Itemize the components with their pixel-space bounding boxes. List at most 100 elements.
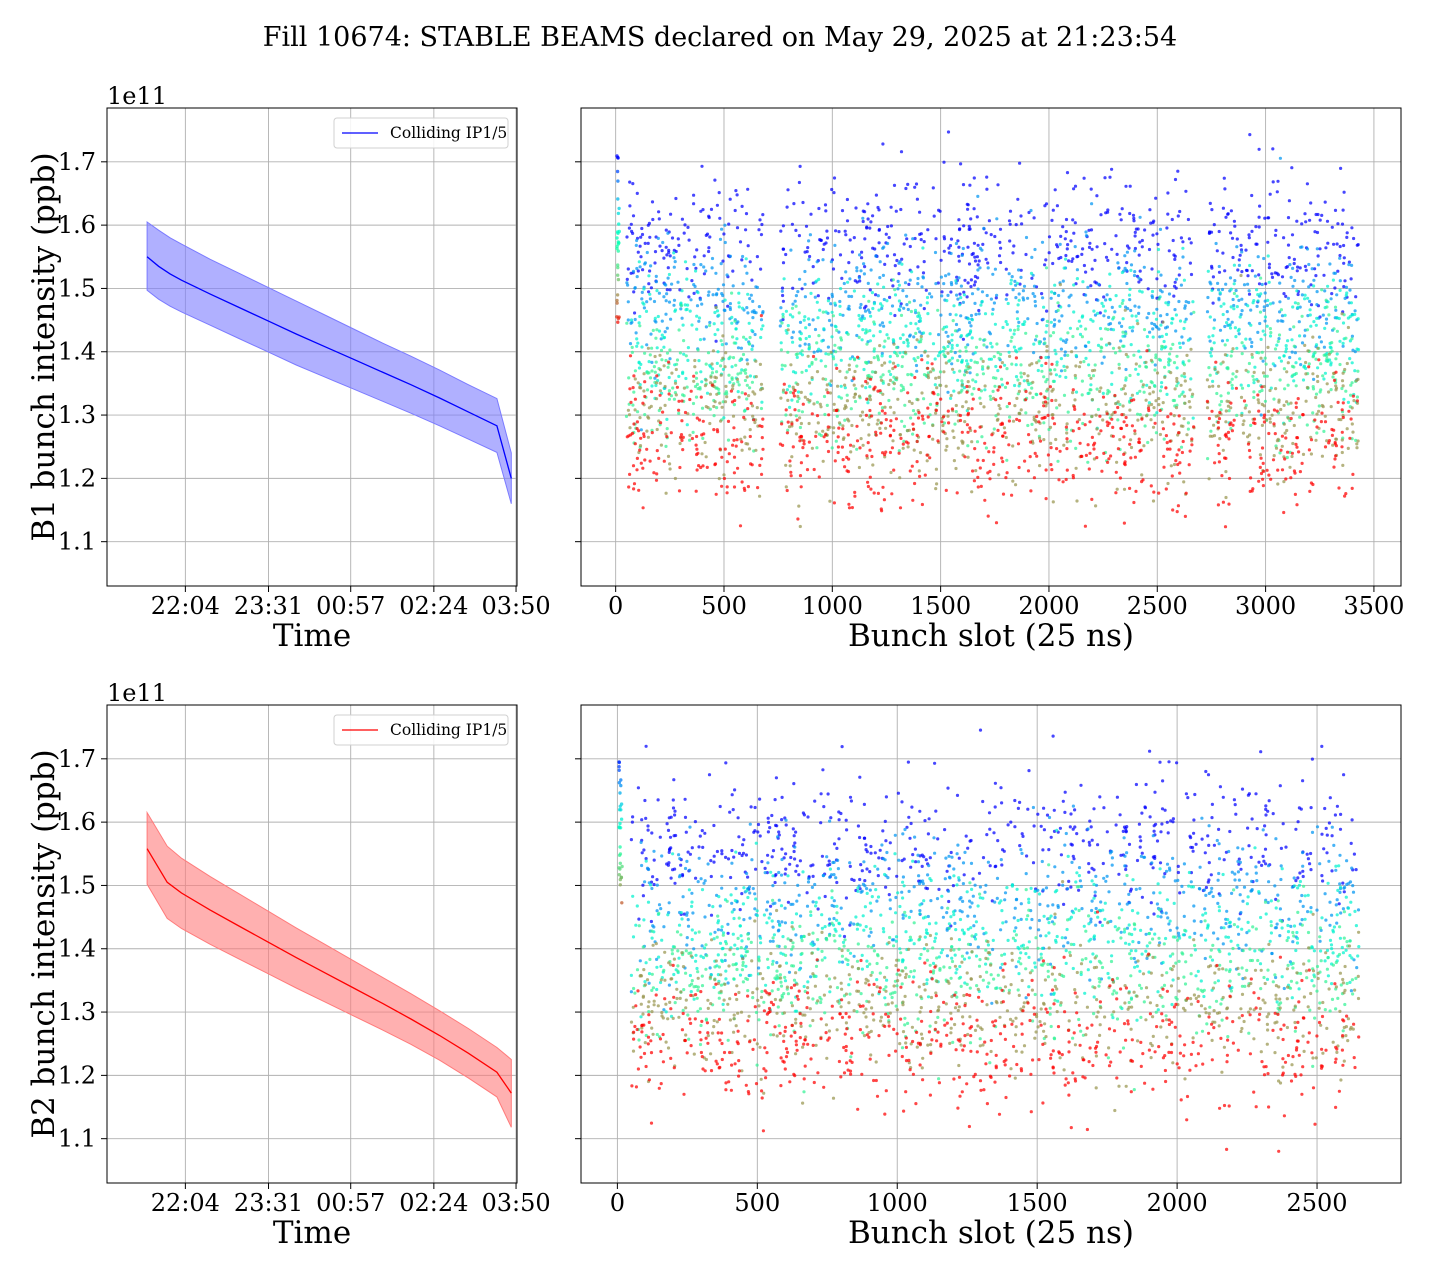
data-point: [1169, 412, 1173, 416]
data-point: [700, 944, 704, 948]
data-point: [1189, 347, 1193, 351]
data-point: [975, 255, 980, 259]
data-point: [1094, 923, 1098, 927]
data-point: [1279, 448, 1283, 452]
data-point: [814, 434, 818, 438]
data-point: [1178, 471, 1182, 475]
data-point: [1276, 893, 1280, 897]
data-point: [948, 312, 952, 316]
data-point: [1329, 405, 1333, 409]
data-point: [866, 376, 870, 380]
data-point: [709, 913, 714, 917]
data-point: [1014, 375, 1019, 379]
data-point: [900, 364, 904, 369]
data-point: [1284, 347, 1288, 351]
data-point: [838, 347, 843, 351]
data-point: [1188, 405, 1192, 409]
data-point: [1059, 369, 1064, 373]
data-point: [1012, 916, 1016, 920]
data-point: [1041, 888, 1045, 892]
data-point: [1082, 412, 1086, 416]
data-point: [813, 799, 817, 803]
data-point: [946, 351, 950, 355]
data-point: [646, 223, 650, 227]
data-point: [1015, 310, 1019, 314]
data-point: [1169, 347, 1173, 351]
data-point: [1325, 833, 1329, 837]
data-point: [1246, 435, 1250, 439]
data-point: [918, 809, 922, 813]
data-point: [1175, 379, 1179, 383]
data-point: [1280, 444, 1284, 448]
data-point: [1014, 356, 1019, 360]
data-point: [694, 266, 698, 270]
data-point: [1148, 749, 1152, 753]
data-point: [1158, 389, 1163, 393]
data-point: [1090, 899, 1094, 903]
data-point: [1193, 792, 1197, 797]
data-point: [641, 401, 645, 405]
data-point: [788, 405, 792, 409]
data-point: [1226, 381, 1230, 385]
data-point: [889, 205, 893, 209]
data-point: [1183, 304, 1187, 308]
data-point: [751, 344, 755, 348]
data-point: [1028, 926, 1032, 930]
data-point: [638, 416, 642, 420]
data-point: [1070, 860, 1074, 865]
x-tick-label: 2000: [1018, 592, 1079, 620]
data-point: [654, 383, 658, 388]
data-point: [898, 433, 902, 437]
data-point: [1093, 258, 1097, 262]
data-point: [1283, 457, 1287, 461]
data-point: [1335, 804, 1339, 808]
data-point: [651, 875, 655, 879]
data-point: [1228, 276, 1233, 280]
data-point: [1347, 409, 1351, 413]
data-point: [934, 237, 938, 241]
data-point: [794, 228, 798, 232]
data-point: [1286, 402, 1290, 406]
data-point: [724, 855, 728, 860]
data-point: [1224, 409, 1228, 413]
data-point: [990, 312, 995, 316]
data-point: [685, 423, 689, 427]
y-tick-label: 1.6: [58, 808, 96, 836]
data-point: [970, 490, 974, 494]
data-point: [1294, 879, 1298, 883]
data-point: [1097, 432, 1101, 436]
data-point: [665, 427, 669, 431]
data-point: [716, 328, 720, 332]
data-point: [1263, 356, 1267, 360]
data-point: [1335, 316, 1339, 320]
data-point: [1016, 442, 1021, 446]
data-point: [984, 446, 989, 450]
data-point: [1328, 900, 1332, 904]
data-point: [830, 187, 834, 192]
data-point: [1261, 477, 1265, 481]
data-point: [906, 341, 910, 345]
data-point: [1235, 237, 1239, 241]
data-point: [1132, 273, 1137, 278]
data-point: [1226, 317, 1230, 321]
data-point: [986, 514, 990, 518]
data-point: [732, 426, 736, 430]
data-point: [857, 335, 861, 339]
data-point: [636, 786, 641, 790]
data-point: [780, 289, 784, 293]
data-point: [1206, 880, 1210, 884]
data-point: [1322, 345, 1326, 349]
data-point: [1072, 310, 1076, 314]
data-point: [932, 836, 936, 840]
data-point: [1019, 375, 1023, 379]
data-point: [1288, 355, 1292, 360]
data-point: [1187, 237, 1191, 241]
data-point: [1167, 760, 1171, 764]
data-point: [995, 876, 1000, 881]
data-point: [1306, 349, 1310, 353]
data-point: [928, 856, 932, 860]
data-point: [865, 342, 869, 346]
data-point: [626, 267, 630, 271]
data-point: [1081, 280, 1085, 284]
data-point: [965, 370, 969, 374]
